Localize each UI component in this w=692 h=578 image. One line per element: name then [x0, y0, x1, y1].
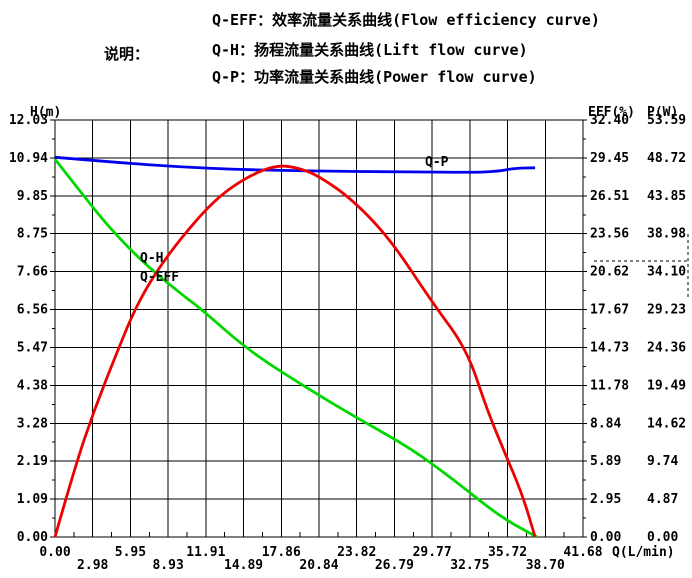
h-tick-label: 0.00: [17, 530, 48, 545]
q-tick-label: 0.00: [39, 545, 70, 560]
eff-tick-label: 29.45: [590, 151, 629, 166]
p-tick-label: 48.72: [647, 151, 686, 166]
h-tick-label: 9.85: [17, 189, 48, 204]
legend-item-q-eff: Q-EFF：效率流量关系曲线(Flow efficiency curve): [212, 11, 600, 29]
eff-tick-label: 20.62: [590, 265, 629, 280]
curve-label-q-eff: Q-EFF: [140, 270, 179, 285]
minor-ticks: [50, 119, 587, 538]
eff-tick-label: 11.78: [590, 378, 629, 393]
eff-tick-label: 8.84: [590, 416, 621, 431]
p-tick-label: 14.62: [647, 416, 686, 431]
h-tick-label: 5.47: [17, 340, 48, 355]
h-tick-label: 4.38: [17, 378, 48, 393]
q-tick-label: 35.72: [488, 545, 527, 560]
rated-point-marker: [594, 234, 689, 298]
q-tick-label: 8.93: [152, 558, 183, 573]
curves: [53, 155, 538, 539]
h-tick-label: 2.19: [17, 454, 48, 469]
h-axis-title: H(m): [30, 105, 61, 120]
h-tick-label: 7.66: [17, 265, 48, 280]
q-tick-label: 5.95: [115, 545, 146, 560]
p-tick-label: 53.59: [647, 113, 686, 128]
p-tick-label: 43.85: [647, 189, 686, 204]
curve-label-q-h: Q-H: [140, 251, 163, 266]
q-tick-label: 2.98: [77, 558, 108, 573]
curve-label-q-p: Q-P: [425, 155, 449, 170]
q-tick-label: 26.79: [375, 558, 414, 573]
curve-q-h: [53, 158, 538, 539]
legend-label: 说明：: [104, 45, 150, 63]
eff-tick-label: 17.67: [590, 303, 629, 318]
p-tick-label: 0.00: [647, 530, 678, 545]
q-tick-label: 14.89: [224, 558, 263, 573]
p-tick-label: 4.87: [647, 492, 678, 507]
eff-axis-title: EFF(%): [588, 105, 635, 120]
p-axis-title: P(W): [647, 105, 678, 120]
legend-item-q-h: Q-H：扬程流量关系曲线(Lift flow curve): [212, 41, 528, 59]
legend-item-q-p: Q-P：功率流量关系曲线(Power flow curve): [212, 68, 537, 86]
q-tick-label: 17.86: [262, 545, 301, 560]
p-tick-label: 29.23: [647, 303, 686, 318]
h-tick-label: 6.56: [17, 303, 48, 318]
p-tick-label: 19.49: [647, 378, 686, 393]
p-tick-label: 24.36: [647, 340, 686, 355]
eff-tick-label: 2.95: [590, 492, 621, 507]
eff-tick-label: 14.73: [590, 340, 629, 355]
q-tick-label: 23.82: [337, 545, 376, 560]
p-tick-label: 34.10: [647, 265, 686, 280]
q-axis-title: Q(L/min): [612, 545, 675, 560]
q-tick-label: 20.84: [299, 558, 338, 573]
p-tick-label: 38.98: [647, 227, 686, 242]
q-tick-label: 32.75: [450, 558, 489, 573]
eff-tick-label: 5.89: [590, 454, 621, 469]
h-tick-label: 10.94: [9, 151, 48, 166]
grid: [54, 119, 584, 538]
h-tick-label: 3.28: [17, 416, 48, 431]
q-tick-label: 29.77: [413, 545, 452, 560]
q-tick-label: 11.91: [186, 545, 225, 560]
curve-q-eff: [53, 164, 537, 538]
p-tick-label: 9.74: [647, 454, 678, 469]
eff-tick-label: 26.51: [590, 189, 629, 204]
h-tick-label: 8.75: [17, 227, 48, 242]
eff-tick-label: 0.00: [590, 530, 621, 545]
h-tick-label: 12.03: [9, 113, 48, 128]
curve-labels: Q-H Q-P Q-EFF: [140, 155, 449, 285]
eff-tick-label: 23.56: [590, 227, 629, 242]
h-tick-label: 1.09: [17, 492, 48, 507]
q-tick-label: 41.68: [563, 545, 602, 560]
axis-labels: 12.03 10.94 9.85 8.75 7.66 6.56 5.47 4.38 3.28 2.…: [9, 105, 686, 573]
q-tick-label: 38.70: [526, 558, 565, 573]
curve-q-p: [54, 155, 536, 174]
eff-tick-label: 32.40: [590, 113, 629, 128]
